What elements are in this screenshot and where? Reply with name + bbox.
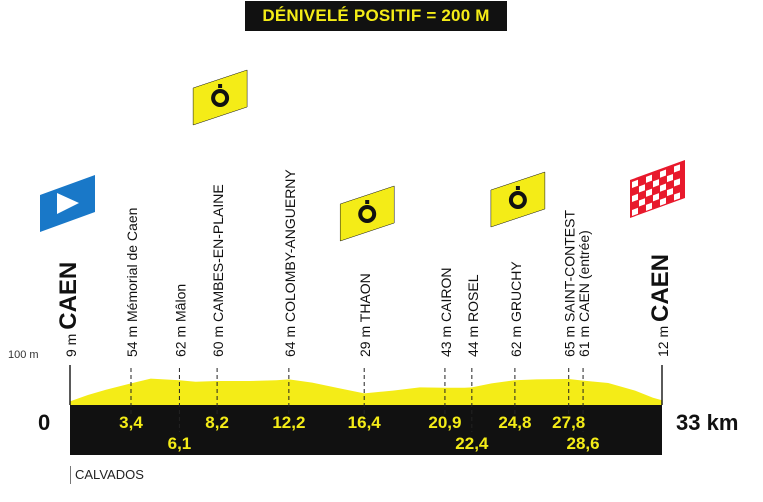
waypoint-label: 54 m Mémorial de Caen <box>124 208 140 357</box>
checker-cell <box>674 164 680 173</box>
km-label: 12,2 <box>272 413 305 432</box>
waypoint-name: CAMBES-EN-PLAINE <box>210 184 226 322</box>
checker-cell <box>646 202 652 211</box>
km-label: 6,1 <box>168 434 192 453</box>
start-arrow-icon <box>57 193 79 214</box>
km-label: 16,4 <box>348 413 382 432</box>
waypoint-altitude: 61 m <box>576 322 592 357</box>
waypoint-altitude: 43 m <box>438 322 454 357</box>
stopwatch-face <box>362 209 373 219</box>
checker-cell <box>653 179 659 188</box>
waypoint-altitude: 12 m <box>655 322 671 357</box>
waypoint-name: CAEN <box>647 254 674 322</box>
checker-cell <box>632 193 638 202</box>
waypoint-name: CAIRON <box>438 268 454 322</box>
checker-cell <box>674 192 680 201</box>
waypoint-label: 9 m CAEN <box>55 262 82 357</box>
waypoint-label: 43 m CAIRON <box>438 268 454 357</box>
waypoint-altitude: 60 m <box>210 322 226 357</box>
x-end-label: 33 km <box>676 410 738 435</box>
waypoint-name: Mâlon <box>172 284 188 322</box>
elevation-gain-banner: DÉNIVELÉ POSITIF = 200 M <box>245 1 507 31</box>
stopwatch-crown <box>365 200 370 204</box>
elevation-area <box>70 378 662 405</box>
waypoint-name: CAEN (entrée) <box>576 230 592 322</box>
stopwatch-crown <box>218 84 223 88</box>
checker-cell <box>667 173 673 183</box>
waypoint-name: GRUCHY <box>508 261 524 322</box>
waypoint-label: 62 m Mâlon <box>172 284 188 357</box>
km-label: 27,8 <box>552 413 585 432</box>
km-label: 28,6 <box>567 434 600 453</box>
waypoint-name: ROSEL <box>465 274 481 322</box>
waypoint-name: COLOMBY-ANGUERNY <box>282 169 298 322</box>
km-label: 20,9 <box>428 413 461 432</box>
waypoint-label: 65 m SAINT-CONTEST <box>562 210 578 357</box>
waypoint-label: 61 m CAEN (entrée) <box>576 230 592 357</box>
checker-cell <box>653 193 659 202</box>
checker-cell <box>639 198 645 207</box>
x-start-label: 0 <box>38 410 50 435</box>
waypoint-altitude: 65 m <box>562 322 578 357</box>
waypoint-name: Mémorial de Caen <box>124 208 140 322</box>
checker-cell <box>660 183 666 192</box>
waypoint-name: THAON <box>357 273 373 322</box>
km-label: 8,2 <box>205 413 229 432</box>
y-ref-label: 100 m <box>8 349 39 361</box>
checker-cell <box>632 179 638 188</box>
ground-band <box>70 405 662 455</box>
region-label: CALVADOS <box>70 466 144 484</box>
km-label: 22,4 <box>455 434 489 453</box>
checker-cell <box>646 188 652 197</box>
waypoint-label: 60 m CAMBES-EN-PLAINE <box>210 184 226 357</box>
waypoint-label: 64 m COLOMBY-ANGUERNY <box>282 169 298 357</box>
checker-cell <box>660 169 666 178</box>
stopwatch-face <box>512 195 523 205</box>
waypoint-label: 29 m THAON <box>357 273 373 357</box>
waypoint-altitude: 64 m <box>282 322 298 357</box>
checker-cell <box>632 207 638 216</box>
waypoint-altitude: 54 m <box>124 322 140 357</box>
waypoint-label: 62 m GRUCHY <box>508 261 524 357</box>
waypoint-altitude: 62 m <box>508 322 524 357</box>
waypoint-label: 12 m CAEN <box>647 254 674 357</box>
stopwatch-crown <box>515 186 520 190</box>
waypoint-altitude: 62 m <box>172 322 188 357</box>
checker-cell <box>646 174 652 183</box>
checker-cell <box>674 178 680 187</box>
km-label: 24,8 <box>498 413 531 432</box>
waypoint-label: 44 m ROSEL <box>465 274 481 357</box>
waypoint-altitude: 44 m <box>465 322 481 357</box>
checker-cell <box>639 184 645 193</box>
checker-cell <box>667 187 673 197</box>
km-label: 3,4 <box>119 413 143 432</box>
waypoint-altitude: 29 m <box>357 322 373 357</box>
waypoint-name: SAINT-CONTEST <box>562 210 578 322</box>
stopwatch-face <box>215 93 226 103</box>
waypoint-altitude: 9 m <box>63 330 79 357</box>
checker-cell <box>660 197 666 206</box>
waypoint-name: CAEN <box>55 262 82 330</box>
